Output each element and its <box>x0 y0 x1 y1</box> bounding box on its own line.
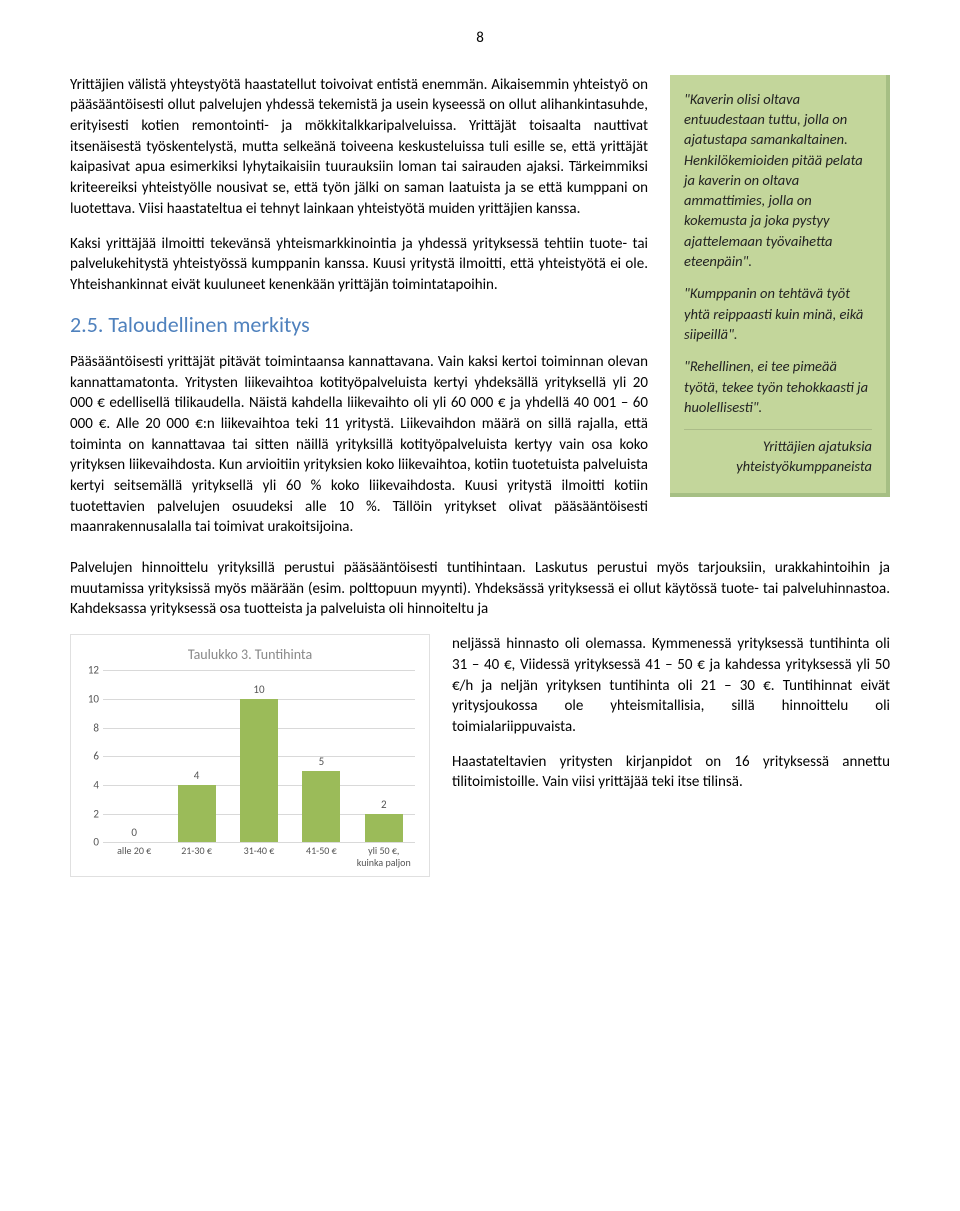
chart-y-tick: 12 <box>88 663 99 678</box>
main-column: Yrittäjien välistä yhteystyötä haastatel… <box>70 75 648 552</box>
chart-area: 024681012 041052 alle 20 €21-30 €31-40 €… <box>81 670 419 870</box>
heading-taloudellinen: 2.5. Taloudellinen merkitys <box>70 310 648 340</box>
chart-bar <box>365 814 403 843</box>
chart-bar-slot: 0 <box>106 670 162 842</box>
chart-bar-value: 0 <box>131 825 137 840</box>
chart-bar <box>302 771 340 843</box>
chart-bar-value: 4 <box>194 768 200 783</box>
quote-3: "Rehellinen, ei tee pimeää työtä, tekee … <box>684 356 872 417</box>
chart-bar <box>178 785 216 842</box>
chart-y-tick: 8 <box>93 720 99 735</box>
chart-container: Taulukko 3. Tuntihinta 024681012 041052 … <box>70 634 430 877</box>
chart-bar-value: 10 <box>253 682 264 697</box>
quote-2: "Kumppanin on tehtävä työt yhtä reippaas… <box>684 283 872 344</box>
chart-y-axis: 024681012 <box>81 670 101 842</box>
chart-y-tick: 6 <box>93 749 99 764</box>
chart-bar-slot: 10 <box>231 670 287 842</box>
lower-row: Taulukko 3. Tuntihinta 024681012 041052 … <box>70 634 890 877</box>
chart-x-label: yli 50 €, kuinka paljon <box>356 842 412 870</box>
chart-title: Taulukko 3. Tuntihinta <box>81 645 419 664</box>
chart-x-label: 31-40 € <box>231 842 287 870</box>
chart-x-label: 21-30 € <box>169 842 225 870</box>
paragraph-2: Kaksi yrittäjää ilmoitti tekevänsä yhtei… <box>70 234 648 296</box>
quote-box: "Kaverin olisi oltava entuudestaan tuttu… <box>670 75 890 497</box>
chart-bar-slot: 2 <box>356 670 412 842</box>
chart-bar-value: 2 <box>381 797 387 812</box>
chart-y-tick: 0 <box>93 835 99 850</box>
chart-bar-slot: 5 <box>293 670 349 842</box>
chart-bars: 0 4 10 5 2 <box>103 670 415 842</box>
chart-bar-slot: 4 <box>169 670 225 842</box>
lower-text-column: neljässä hinnasto oli olemassa. Kymmenes… <box>452 634 890 877</box>
paragraph-3: Pääsääntöisesti yrittäjät pitävät toimin… <box>70 352 648 538</box>
aside-column: "Kaverin olisi oltava entuudestaan tuttu… <box>670 75 890 552</box>
chart-x-label: 41-50 € <box>293 842 349 870</box>
chart-x-label: alle 20 € <box>106 842 162 870</box>
chart-y-tick: 10 <box>88 692 99 707</box>
chart-y-tick: 4 <box>93 778 99 793</box>
chart-y-tick: 2 <box>93 806 99 821</box>
chart-bar-value: 5 <box>319 754 325 769</box>
lower-paragraph-1: neljässä hinnasto oli olemassa. Kymmenes… <box>452 634 890 737</box>
two-column-layout: Yrittäjien välistä yhteystyötä haastatel… <box>70 75 890 552</box>
chart-x-axis: alle 20 €21-30 €31-40 €41-50 €yli 50 €, … <box>103 842 415 870</box>
paragraph-1: Yrittäjien välistä yhteystyötä haastatel… <box>70 75 648 220</box>
page-number: 8 <box>70 28 890 49</box>
quote-attribution: Yrittäjien ajatuksia yhteistyökumppaneis… <box>684 436 872 477</box>
quote-divider <box>684 429 872 430</box>
paragraph-4: Palvelujen hinnoittelu yrityksillä perus… <box>70 558 890 620</box>
quote-1: "Kaverin olisi oltava entuudestaan tuttu… <box>684 89 872 272</box>
chart-bar <box>240 699 278 842</box>
lower-paragraph-2: Haastateltavien yritysten kirjanpidot on… <box>452 752 890 793</box>
